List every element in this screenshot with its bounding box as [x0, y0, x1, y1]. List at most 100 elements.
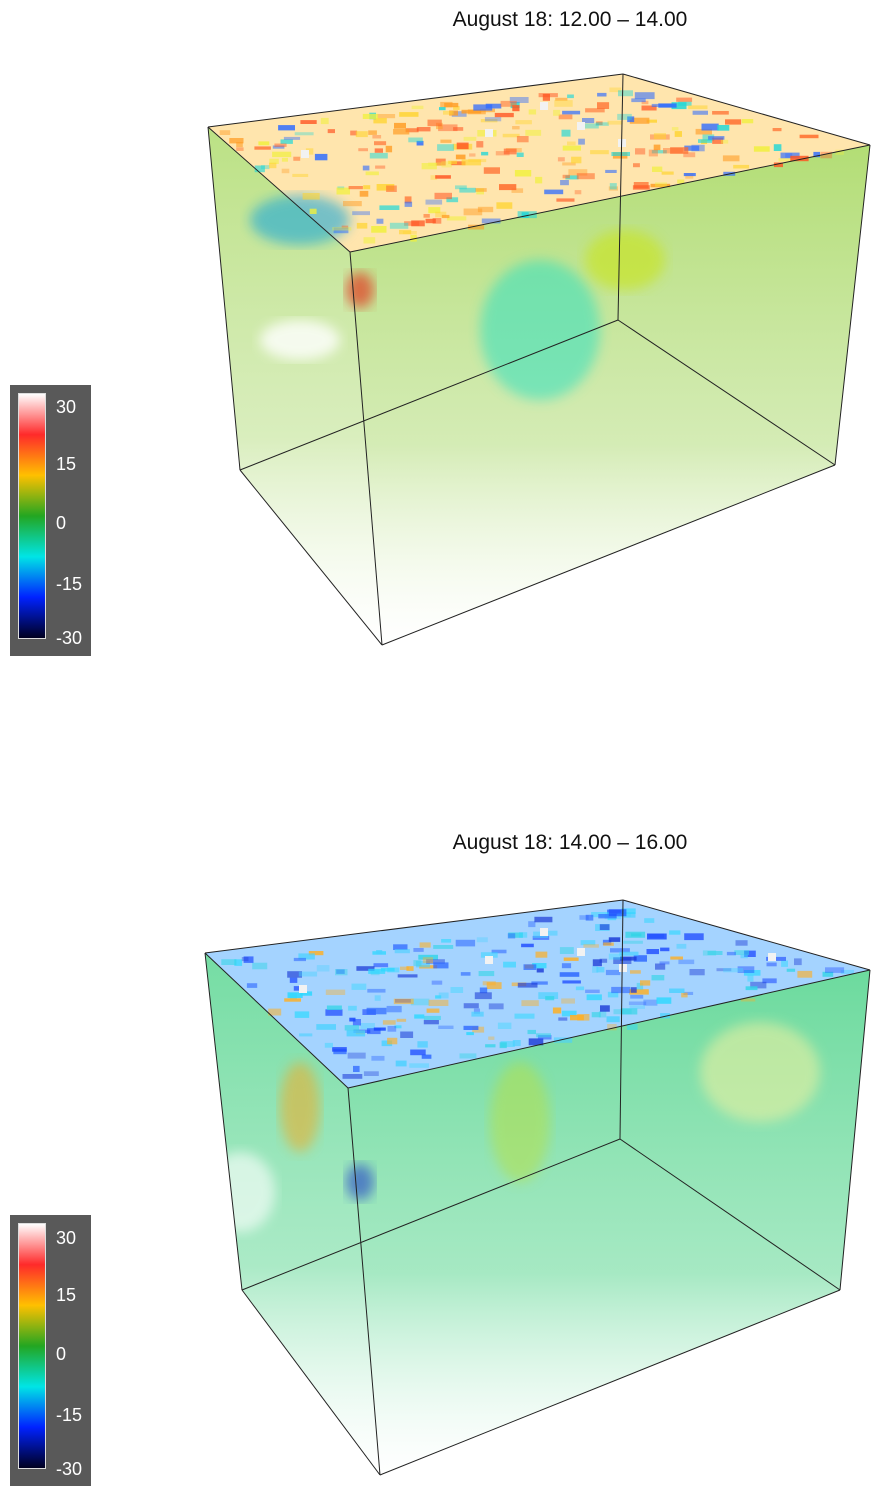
surface-patch	[623, 912, 636, 918]
surface-patch	[561, 963, 572, 969]
surface-patch	[438, 124, 458, 132]
surface-patch	[440, 139, 452, 143]
surface-patch	[653, 144, 661, 151]
surface-patch	[374, 141, 387, 146]
surface-patch	[720, 139, 729, 144]
surface-patch	[734, 950, 749, 955]
surface-patch	[483, 167, 500, 174]
surface-patch	[316, 1024, 336, 1030]
sensor-marker	[299, 985, 307, 993]
surface-patch	[261, 165, 270, 170]
surface-patch	[663, 148, 683, 154]
surface-patch	[514, 170, 532, 177]
surface-patch	[443, 110, 454, 115]
panel-2: August 18: 14.00 – 16.00	[0, 742, 873, 1486]
surface-patch	[394, 122, 406, 129]
surface-patch	[651, 150, 667, 154]
surface-patch	[343, 201, 362, 207]
surface-patch	[605, 969, 621, 976]
surface-patch	[519, 932, 528, 938]
surface-patch	[456, 142, 469, 150]
color-legend: 30 15 0 -15 -30	[10, 385, 91, 656]
surface-patch	[408, 137, 423, 143]
surface-patch	[608, 937, 621, 942]
surface-patch	[503, 961, 516, 968]
surface-patch	[396, 1018, 407, 1022]
surface-patch	[515, 120, 532, 125]
surface-patch	[293, 156, 301, 161]
panel-1: August 18: 12.00 – 14.00	[0, 0, 873, 742]
surface-patch	[646, 119, 657, 123]
surface-patch	[560, 180, 569, 186]
sensor-marker	[540, 102, 548, 110]
legend-tick: 0	[56, 1344, 67, 1364]
surface-patch	[669, 988, 685, 993]
surface-patch	[644, 918, 655, 923]
surface-patch	[417, 1041, 428, 1048]
surface-patch	[596, 967, 605, 973]
surface-patch	[336, 969, 345, 974]
surface-patch	[733, 164, 750, 169]
surface-patch	[554, 100, 573, 107]
surface-patch	[617, 113, 632, 120]
surface-patch	[670, 956, 683, 960]
surface-patch	[421, 1054, 432, 1059]
surface-patch	[394, 949, 410, 954]
surface-patch	[568, 169, 588, 176]
surface-patch	[655, 182, 667, 187]
surface-patch	[466, 1032, 474, 1036]
surface-patch	[473, 104, 493, 111]
surface-patch	[661, 171, 674, 175]
surface-patch	[582, 123, 599, 129]
surface-patch	[611, 986, 630, 994]
surface-patch	[773, 162, 783, 168]
surface-patch	[344, 1025, 360, 1031]
surface-patch	[629, 1005, 645, 1009]
surface-patch	[780, 152, 800, 159]
surface-patch	[415, 960, 430, 968]
surface-patch	[481, 218, 501, 224]
surface-patch	[743, 970, 761, 976]
surface-patch	[553, 1037, 573, 1043]
surface-patch	[359, 190, 369, 197]
surface-patch	[484, 117, 502, 122]
surface-patch	[630, 987, 637, 993]
surface-patch	[327, 129, 335, 134]
surface-patch	[366, 1007, 387, 1015]
surface-patch	[688, 105, 708, 110]
surface-patch	[287, 971, 302, 978]
surface-patch	[358, 148, 368, 152]
surface-patch	[450, 987, 464, 993]
surface-patch	[423, 1015, 441, 1020]
surface-patch	[367, 988, 386, 993]
surface-patch	[468, 224, 485, 230]
surface-patch	[298, 971, 318, 977]
surface-patch	[762, 978, 777, 984]
surface-patch	[692, 110, 708, 115]
surface-patch	[332, 227, 352, 231]
surface-patch	[353, 1065, 360, 1072]
surface-patch	[494, 112, 514, 118]
surface-patch	[332, 1047, 347, 1052]
surface-patch	[820, 151, 833, 159]
surface-patch	[379, 205, 400, 210]
surface-patch	[441, 161, 452, 168]
surface-patch	[325, 1009, 343, 1016]
surface-patch	[375, 165, 386, 169]
surface-patch	[702, 950, 717, 956]
surface-patch	[627, 116, 635, 123]
surface-patch	[432, 218, 442, 224]
surface-patch	[471, 1011, 484, 1017]
surface-patch	[561, 129, 571, 137]
surface-patch	[371, 226, 387, 233]
surface-patch	[592, 966, 599, 973]
surface-patch	[496, 202, 513, 209]
surface-patch	[683, 991, 694, 995]
surface-patch	[508, 932, 523, 938]
surface-patch	[434, 192, 452, 200]
surface-patch	[352, 1019, 361, 1026]
surface-patch	[562, 174, 570, 179]
legend-gradient	[18, 1223, 46, 1469]
surface-patch	[269, 162, 277, 169]
surface-patch	[561, 998, 575, 1004]
